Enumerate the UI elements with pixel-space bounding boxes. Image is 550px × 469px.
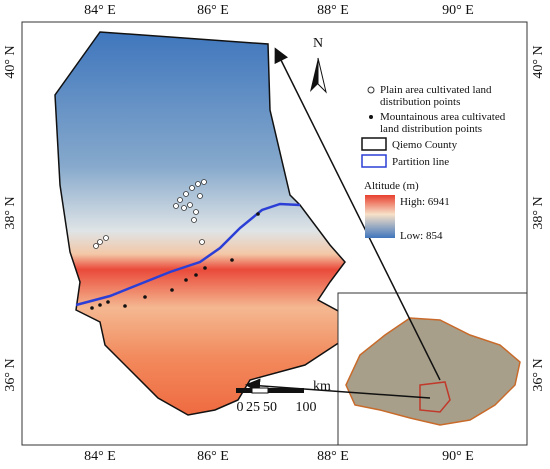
lon-label: 88° E [317,449,349,464]
county-shape [54,31,346,416]
legend-icons [361,86,395,238]
lat-label: 36° N [531,358,546,391]
arrow [245,378,431,399]
inset-county [419,381,451,413]
legend-text: High: 6941 [400,196,450,208]
legend-text: Low: 854 [400,230,443,242]
lon-label: 90° E [442,3,474,18]
inset-region [345,317,521,426]
legend-text: Qiemo County [392,139,458,151]
legend-title: Altitude (m) [364,180,419,192]
county [54,31,346,416]
north-arrow: N [310,36,327,94]
scale-label: 0 [237,400,244,415]
plain-points [93,179,207,249]
lon-label: 86° E [197,449,229,464]
inset-map [337,292,528,446]
scale-bar: 0 25 50 100 km [236,379,331,415]
scale-unit: km [313,379,331,394]
lat-label: 40° N [531,45,546,78]
lon-label: 88° E [317,3,349,18]
lat-label: 40° N [3,45,18,78]
scale-label: 25 [246,400,260,415]
lon-label: 86° E [197,3,229,18]
legend-text: Plain area cultivated land distribution … [380,84,492,108]
arrow [274,47,441,381]
lon-label: 84° E [84,449,116,464]
mountain-points [90,212,260,310]
legend-text: Partition line [392,156,450,168]
lat-label: 38° N [3,196,18,229]
map-frame [21,21,528,446]
north-label: N [313,36,323,51]
legend-text: Mountainous area cultivated land distrib… [380,111,506,135]
lat-label: 36° N [3,358,18,391]
lat-label: 38° N [531,196,546,229]
scale-label: 100 [296,400,317,415]
scale-label: 50 [263,400,277,415]
partition-line [75,202,301,307]
lon-label: 90° E [442,449,474,464]
lon-label: 84° E [84,3,116,18]
